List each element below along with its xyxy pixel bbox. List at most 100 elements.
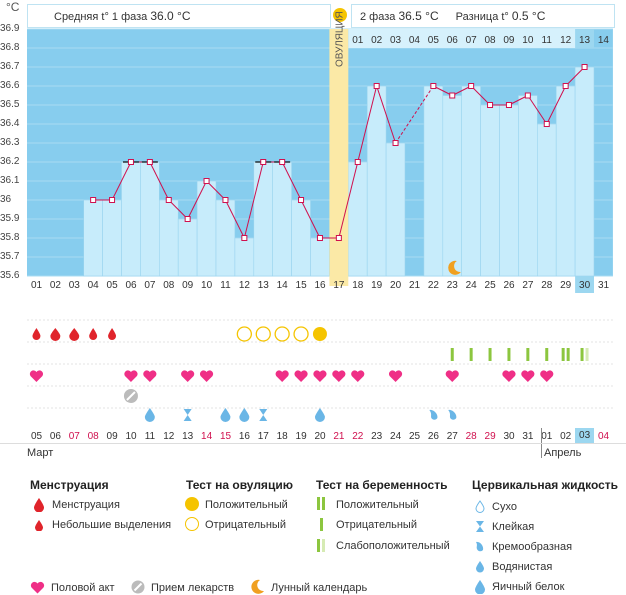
y-tick-label: 35.9 (0, 213, 20, 224)
date-label[interactable]: 04 (597, 431, 610, 442)
cycle-day-label[interactable]: 31 (597, 280, 610, 291)
date-label[interactable]: 31 (522, 431, 534, 442)
top-day-label: 03 (390, 35, 402, 46)
creamy-icon (429, 409, 438, 420)
heart-icon (502, 370, 516, 382)
cycle-day-label[interactable]: 11 (220, 280, 231, 291)
cycle-day-label[interactable]: 02 (49, 280, 61, 291)
date-label[interactable]: 01 (541, 431, 553, 442)
cycle-day-label[interactable]: 30 (579, 280, 591, 291)
cycle-day-label[interactable]: 29 (560, 280, 572, 291)
cycle-day-label[interactable]: 18 (352, 280, 364, 291)
date-label[interactable]: 09 (106, 431, 118, 442)
cycle-day-label[interactable]: 07 (144, 280, 156, 291)
legend-cerv-item2: Клейкая (492, 521, 535, 533)
date-label[interactable]: 30 (503, 431, 515, 442)
cycle-day-label[interactable]: 10 (201, 280, 213, 291)
ov-negative-icon (185, 517, 199, 531)
y-tick-label: 36.7 (0, 61, 20, 72)
legend-mens-item2: Небольшие выделения (52, 519, 172, 531)
heart-icon (199, 370, 214, 382)
date-label[interactable]: 08 (87, 431, 99, 442)
temp-line-segment (149, 161, 170, 201)
date-label[interactable]: 02 (560, 431, 572, 442)
ov-negative-icon (293, 326, 309, 342)
date-label[interactable]: 18 (276, 431, 288, 442)
cycle-day-label[interactable]: 21 (408, 280, 421, 291)
date-label[interactable]: 14 (201, 431, 213, 442)
cycle-day-label[interactable]: 26 (503, 280, 515, 291)
preg-test-icon (561, 348, 565, 361)
date-label[interactable]: 06 (49, 431, 61, 442)
temp-bar (499, 104, 519, 277)
cycle-day-label[interactable]: 20 (390, 280, 402, 291)
temp-point (562, 83, 569, 89)
top-day-label: 06 (447, 35, 459, 46)
cycle-day-label[interactable]: 05 (106, 280, 118, 291)
cycle-day-label[interactable]: 27 (522, 280, 534, 291)
y-tick-label: 36.6 (0, 80, 20, 91)
date-label[interactable]: 03 (575, 428, 595, 444)
date-label[interactable]: 28 (465, 431, 477, 442)
ov-negative-icon (274, 326, 290, 342)
cycle-day-label[interactable]: 06 (125, 280, 137, 291)
pill-icon (126, 391, 136, 401)
cycle-day-label[interactable]: 25 (484, 280, 496, 291)
date-label[interactable]: 07 (68, 431, 80, 442)
date-label[interactable]: 23 (371, 431, 383, 442)
ovulation-sun-icon (333, 8, 347, 22)
y-tick-label: 35.7 (0, 251, 20, 262)
cycle-day-label[interactable]: 01 (30, 280, 43, 291)
ov-negative-icon (236, 326, 253, 342)
date-label[interactable]: 11 (144, 431, 156, 442)
cycle-day-label[interactable]: 22 (427, 280, 439, 291)
date-label[interactable]: 16 (238, 431, 250, 442)
date-label[interactable]: 15 (219, 431, 232, 442)
cycle-day-label[interactable]: 28 (541, 280, 553, 291)
cycle-day-label[interactable]: 24 (465, 280, 477, 291)
date-label[interactable]: 25 (408, 431, 421, 442)
top-day-label: 10 (522, 35, 534, 46)
date-label[interactable]: 26 (427, 431, 439, 442)
menstruation-drop-icon (50, 328, 61, 341)
date-label[interactable]: 13 (182, 431, 194, 442)
cycle-day-label[interactable]: 12 (238, 280, 250, 291)
month-april: Апрель (544, 447, 582, 459)
cycle-day-label[interactable]: 09 (182, 280, 194, 291)
cycle-day-label[interactable]: 17 (333, 280, 345, 291)
cycle-day-label[interactable]: 08 (163, 280, 175, 291)
heart-icon (143, 370, 157, 382)
temp-point (373, 83, 380, 89)
temp-bar (159, 199, 179, 277)
cycle-day-label[interactable]: 03 (68, 280, 80, 291)
date-label[interactable]: 19 (295, 431, 307, 442)
date-label[interactable]: 22 (352, 431, 364, 442)
cycle-day-label[interactable]: 23 (446, 280, 458, 291)
cycle-day-label[interactable]: 14 (276, 280, 288, 291)
date-label[interactable]: 10 (125, 431, 137, 442)
cycle-day-label[interactable]: 16 (314, 280, 326, 291)
legend-cerv-title: Цервикальная жидкость (472, 478, 619, 492)
date-label[interactable]: 17 (257, 431, 269, 442)
date-label[interactable]: 29 (484, 431, 496, 442)
diff-label: Разница t° (455, 11, 509, 23)
date-label[interactable]: 21 (333, 431, 345, 442)
watery-icon (314, 408, 325, 422)
ovulation-band (329, 29, 349, 286)
cycle-day-label[interactable]: 04 (87, 280, 99, 291)
menstruation-drop-icon (32, 328, 41, 340)
cycle-day-label[interactable]: 13 (257, 280, 269, 291)
date-label[interactable]: 27 (446, 431, 458, 442)
date-label[interactable]: 05 (30, 431, 43, 442)
legend-mens-title: Менструация (30, 478, 109, 492)
y-tick-label: 36.5 (0, 99, 20, 110)
date-label[interactable]: 24 (390, 431, 402, 442)
cycle-day-label[interactable]: 19 (371, 280, 383, 291)
temp-point (241, 235, 248, 241)
date-label[interactable]: 20 (314, 431, 326, 442)
y-tick-label: 36.8 (0, 42, 20, 53)
temp-line-segment (433, 85, 453, 96)
date-label[interactable]: 12 (163, 431, 175, 442)
top-day-label: 04 (409, 35, 421, 46)
cycle-day-label[interactable]: 15 (295, 280, 307, 291)
